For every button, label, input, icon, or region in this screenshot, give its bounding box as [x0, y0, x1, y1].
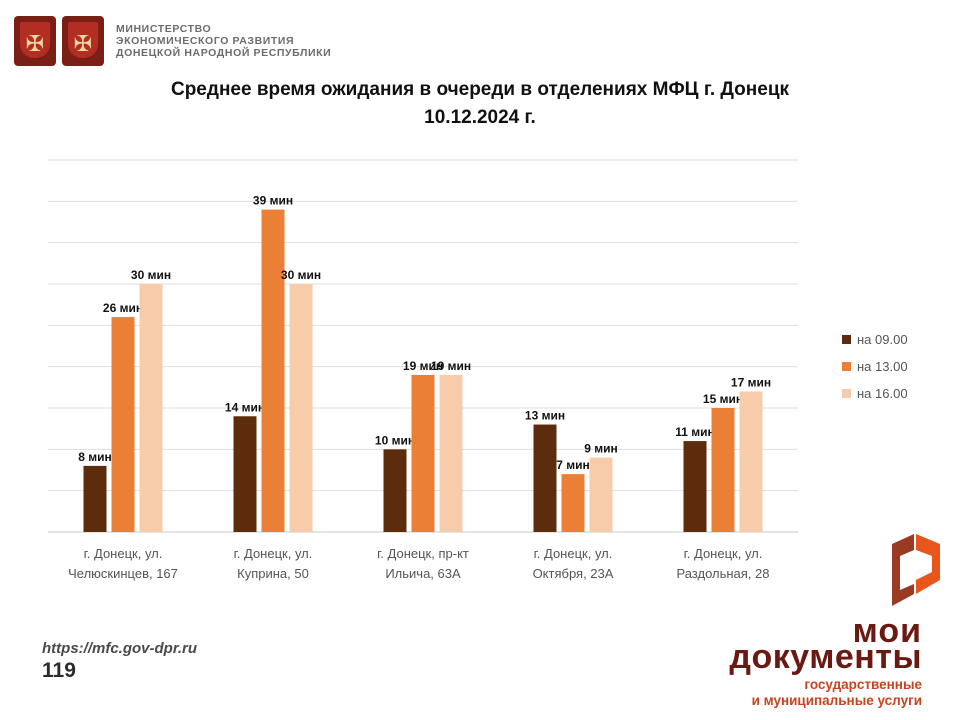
bar	[289, 284, 313, 532]
legend-swatch	[842, 389, 851, 398]
russia-emblem-icon: ✠	[14, 16, 56, 66]
bar	[589, 457, 613, 532]
category-label: Раздольная, 28	[676, 566, 769, 581]
category-label: г. Донецк, ул.	[684, 546, 763, 561]
data-label: 17 мин	[731, 375, 771, 389]
bar	[533, 424, 557, 532]
data-label: 19 мин	[431, 359, 471, 373]
data-label: 13 мин	[525, 409, 565, 423]
legend-label: на 13.00	[857, 359, 908, 374]
bar	[111, 317, 135, 532]
bar	[739, 391, 763, 532]
bar	[411, 374, 435, 532]
data-label: 30 мин	[281, 268, 321, 282]
website-url[interactable]: https://mfc.gov-dpr.ru	[42, 640, 197, 657]
data-label: 26 мин	[103, 301, 143, 315]
bar	[261, 209, 285, 532]
category-label: Челюскинцев, 167	[68, 566, 178, 581]
chart-title-line: Среднее время ожидания в очереди в отдел…	[170, 79, 790, 100]
logo-word-documents: документы	[729, 638, 922, 676]
data-label: 14 мин	[225, 400, 265, 414]
chart-title-date: 10.12.2024 г.	[424, 107, 536, 128]
data-label: 9 мин	[584, 442, 618, 456]
logo-word-moi: мои	[852, 612, 922, 650]
legend-label: на 16.00	[857, 386, 908, 401]
data-label: 10 мин	[375, 433, 415, 447]
data-label: 30 мин	[131, 268, 171, 282]
category-label: г. Донецк, ул.	[84, 546, 163, 561]
data-label: 39 мин	[253, 194, 293, 208]
category-label: г. Донецк, пр-кт	[377, 546, 469, 561]
bar	[83, 465, 107, 532]
bar	[711, 408, 735, 532]
ministry-line: ДОНЕЦКОЙ НАРОДНОЙ РЕСПУБЛИКИ	[116, 47, 332, 59]
legend-label: на 09.00	[857, 332, 908, 347]
chart-title: Среднее время ожидания в очереди в отдел…	[0, 76, 960, 132]
data-label: 15 мин	[703, 392, 743, 406]
category-label: г. Донецк, ул.	[534, 546, 613, 561]
bar	[383, 449, 407, 532]
bar	[139, 284, 163, 532]
bar	[683, 441, 707, 532]
data-label: 8 мин	[78, 450, 112, 464]
bar	[233, 416, 257, 532]
category-label: Октября, 23А	[533, 566, 614, 581]
logo-tagline-line: и муниципальные услуги	[751, 693, 922, 708]
legend-swatch	[842, 335, 851, 344]
bar	[561, 474, 585, 532]
category-label: Ильича, 63А	[385, 566, 461, 581]
logo-tagline-line: государственные	[804, 677, 922, 692]
data-label: 11 мин	[675, 425, 715, 439]
data-label: 19 мин	[403, 359, 443, 373]
bar	[439, 374, 463, 532]
legend-swatch	[842, 362, 851, 371]
dpr-emblem-icon: ✠	[62, 16, 104, 66]
category-label: г. Донецк, ул.	[234, 546, 313, 561]
ministry-line: МИНИСТЕРСТВО	[116, 23, 212, 35]
page-number: 119	[42, 659, 76, 682]
my-documents-logo-icon	[892, 534, 940, 606]
header: ✠ ✠ МИНИСТЕРСТВО ЭКОНОМИЧЕСКОГО РАЗВИТИЯ…	[14, 14, 331, 68]
data-label: 7 мин	[556, 458, 590, 472]
ministry-name: МИНИСТЕРСТВО ЭКОНОМИЧЕСКОГО РАЗВИТИЯ ДОН…	[116, 23, 331, 59]
category-label: Куприна, 50	[237, 566, 309, 581]
ministry-line: ЭКОНОМИЧЕСКОГО РАЗВИТИЯ	[116, 35, 295, 47]
